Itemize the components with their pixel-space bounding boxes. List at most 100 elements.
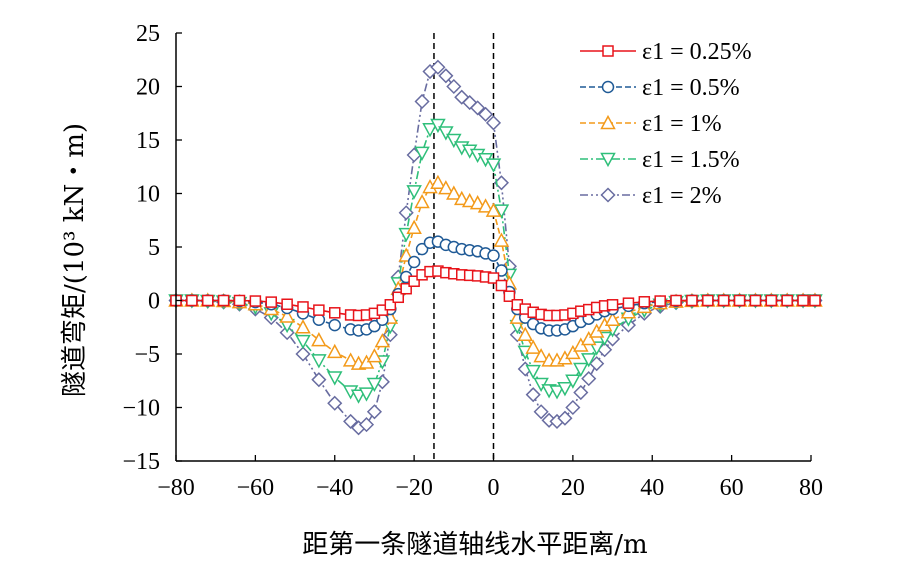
data-point bbox=[374, 333, 391, 348]
data-point bbox=[328, 318, 341, 332]
y-tick-label: 5 bbox=[148, 235, 160, 261]
data-point bbox=[358, 417, 375, 433]
x-tick-label: 60 bbox=[720, 475, 744, 501]
legend-label: ε1 = 1% bbox=[642, 111, 722, 137]
axes-layer: 25 20 15 10 5 0 −5 −10 −15−80 −60 −40 −20 0 20 40 60 80 bbox=[122, 21, 823, 501]
data-point bbox=[525, 364, 541, 380]
data-point bbox=[485, 202, 502, 217]
data-point bbox=[638, 296, 651, 308]
data-point bbox=[249, 295, 262, 307]
data-point bbox=[295, 334, 311, 350]
data-point bbox=[438, 126, 454, 141]
data-point bbox=[202, 294, 214, 307]
x-tick-label: 0 bbox=[488, 475, 500, 501]
x-tick-label: 80 bbox=[799, 475, 823, 501]
data-point bbox=[573, 384, 589, 401]
data-point bbox=[312, 313, 326, 327]
data-point bbox=[604, 311, 621, 327]
data-point bbox=[343, 413, 359, 429]
data-point bbox=[438, 68, 454, 84]
data-point bbox=[430, 174, 446, 190]
data-point bbox=[470, 100, 486, 116]
y-tick-label: −10 bbox=[122, 396, 160, 422]
data-point bbox=[446, 133, 462, 149]
data-point bbox=[622, 297, 635, 309]
data-point bbox=[495, 279, 508, 292]
data-point bbox=[406, 185, 422, 200]
data-point bbox=[414, 193, 430, 209]
data-point bbox=[487, 272, 500, 284]
data-point bbox=[485, 158, 502, 173]
data-point bbox=[186, 294, 198, 307]
data-point bbox=[533, 404, 549, 420]
y-tick-label: 10 bbox=[136, 182, 160, 208]
data-point bbox=[686, 294, 698, 307]
data-point bbox=[549, 385, 565, 400]
legend-item-1: ε1 = 0.25% bbox=[580, 39, 752, 65]
y-tick-label: 25 bbox=[136, 21, 160, 47]
data-point bbox=[781, 294, 793, 307]
data-point bbox=[326, 371, 343, 386]
data-point bbox=[415, 242, 429, 256]
data-point bbox=[326, 343, 343, 359]
data-point bbox=[430, 59, 446, 75]
legend-marker bbox=[600, 187, 616, 203]
data-point bbox=[414, 146, 430, 161]
data-point bbox=[557, 410, 573, 426]
y-axis-title: 隧道弯矩/(10³ kN・m) bbox=[60, 123, 90, 397]
data-point bbox=[217, 294, 230, 307]
data-point bbox=[670, 294, 682, 307]
legend: ε1 = 0.25% ε1 = 0.5% ε1 = 1% ε1 = 1.5% ε1 = … bbox=[580, 39, 752, 209]
data-point bbox=[400, 282, 412, 295]
y-tick-label: 20 bbox=[136, 75, 160, 101]
data-point bbox=[493, 175, 509, 191]
data-point bbox=[461, 192, 478, 208]
data-point bbox=[295, 319, 311, 334]
series-5 bbox=[168, 59, 823, 436]
data-point bbox=[469, 195, 486, 210]
data-point bbox=[342, 352, 359, 367]
data-point bbox=[573, 362, 589, 378]
legend-marker bbox=[601, 80, 615, 94]
data-point bbox=[702, 294, 714, 307]
data-point bbox=[358, 387, 375, 402]
series-1 bbox=[170, 265, 821, 322]
data-point bbox=[809, 294, 821, 307]
data-point bbox=[525, 387, 541, 403]
data-point bbox=[493, 204, 510, 219]
data-point bbox=[487, 249, 500, 262]
legend-marker bbox=[600, 114, 616, 130]
data-point bbox=[311, 372, 327, 388]
series-line bbox=[176, 66, 815, 429]
data-point bbox=[606, 299, 619, 311]
data-point bbox=[414, 93, 430, 110]
data-point bbox=[589, 356, 605, 372]
data-point bbox=[765, 294, 778, 307]
data-point bbox=[295, 346, 311, 362]
legend-label: ε1 = 0.25% bbox=[642, 39, 752, 65]
data-point bbox=[580, 353, 597, 368]
data-point bbox=[453, 190, 470, 206]
data-point bbox=[311, 332, 327, 347]
data-point bbox=[477, 198, 494, 213]
data-point bbox=[517, 326, 534, 341]
x-tick-label: −80 bbox=[157, 475, 195, 501]
legend-item-4: ε1 = 1.5% bbox=[580, 147, 740, 173]
data-point bbox=[557, 381, 573, 397]
y-tick-label: −5 bbox=[134, 342, 160, 368]
data-point bbox=[485, 115, 502, 131]
data-point bbox=[797, 294, 809, 307]
legend-item-3: ε1 = 1% bbox=[580, 111, 722, 137]
data-point bbox=[311, 354, 327, 369]
data-point bbox=[233, 294, 246, 307]
data-point bbox=[503, 290, 516, 302]
data-point bbox=[350, 389, 367, 404]
data-point bbox=[654, 295, 666, 307]
data-point bbox=[384, 299, 397, 311]
x-tick-label: −20 bbox=[395, 475, 433, 501]
legend-marker bbox=[602, 45, 614, 57]
data-point bbox=[533, 348, 549, 363]
data-point bbox=[525, 339, 541, 354]
y-tick-label: 15 bbox=[136, 128, 160, 154]
